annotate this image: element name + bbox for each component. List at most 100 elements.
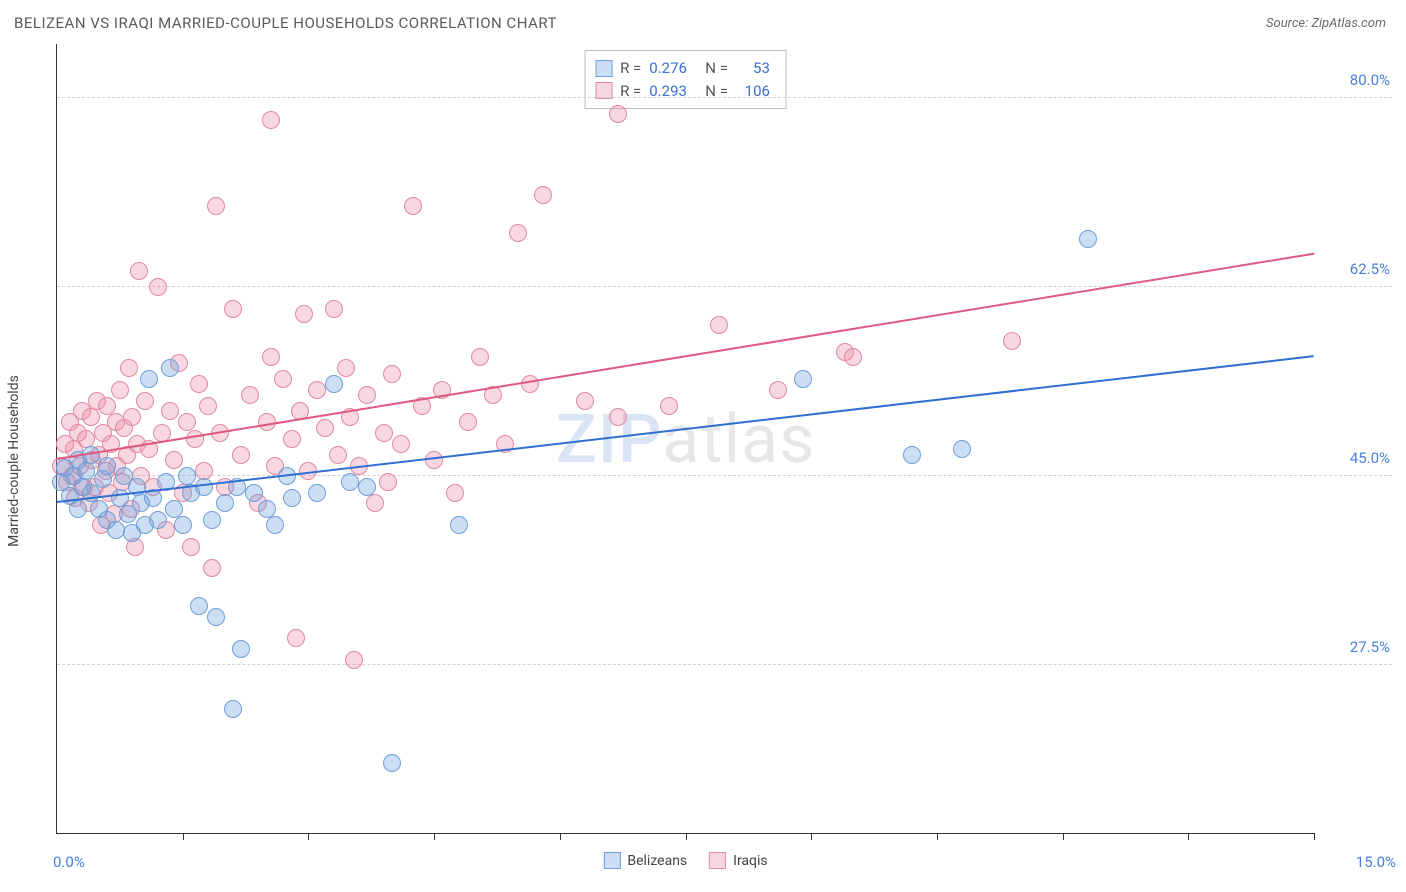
scatter-point xyxy=(316,419,334,437)
scatter-point xyxy=(161,402,179,420)
scatter-point xyxy=(262,348,280,366)
gridline xyxy=(57,664,1392,665)
x-tick xyxy=(1188,833,1189,840)
legend-swatch-icon xyxy=(709,852,726,869)
scatter-point xyxy=(178,467,196,485)
scatter-point xyxy=(425,451,443,469)
legend-row: R = 0.293 N = 106 xyxy=(595,80,770,103)
gridline xyxy=(57,475,1392,476)
scatter-point xyxy=(375,424,393,442)
scatter-point xyxy=(794,370,812,388)
scatter-point xyxy=(844,348,862,366)
scatter-point xyxy=(149,511,167,529)
scatter-point xyxy=(216,494,234,512)
scatter-point xyxy=(358,478,376,496)
gridline xyxy=(57,97,1392,98)
scatter-point xyxy=(111,381,129,399)
scatter-point xyxy=(710,316,728,334)
scatter-point xyxy=(366,494,384,512)
legend-row: R = 0.276 N = 53 xyxy=(595,57,770,80)
scatter-point xyxy=(660,397,678,415)
scatter-point xyxy=(266,516,284,534)
x-tick xyxy=(811,833,812,840)
scatter-point xyxy=(140,370,158,388)
scatter-point xyxy=(262,111,280,129)
scatter-point xyxy=(341,473,359,491)
scatter-point xyxy=(283,430,301,448)
scatter-point xyxy=(283,489,301,507)
chart-header: BELIZEAN VS IRAQI MARRIED-COUPLE HOUSEHO… xyxy=(0,0,1406,42)
scatter-point xyxy=(190,597,208,615)
scatter-point xyxy=(345,651,363,669)
x-tick xyxy=(434,833,435,840)
scatter-point xyxy=(190,375,208,393)
scatter-point xyxy=(224,700,242,718)
x-tick xyxy=(686,833,687,840)
x-axis-max-label: 15.0% xyxy=(1356,853,1396,871)
legend-swatch-icon xyxy=(603,852,620,869)
scatter-point xyxy=(274,370,292,388)
scatter-point xyxy=(329,446,347,464)
chart-source: Source: ZipAtlas.com xyxy=(1266,16,1386,31)
scatter-point xyxy=(383,754,401,772)
scatter-point xyxy=(241,386,259,404)
scatter-point xyxy=(392,435,410,453)
x-tick xyxy=(1314,833,1315,840)
y-tick-label: 62.5% xyxy=(1320,260,1390,278)
scatter-point xyxy=(609,408,627,426)
scatter-point xyxy=(509,224,527,242)
scatter-point xyxy=(165,451,183,469)
scatter-point xyxy=(232,446,250,464)
y-tick-label: 45.0% xyxy=(1320,449,1390,467)
series-legend: Belizeans Iraqis xyxy=(603,852,767,869)
scatter-point xyxy=(207,608,225,626)
scatter-point xyxy=(232,640,250,658)
scatter-point xyxy=(149,278,167,296)
correlation-legend: R = 0.276 N = 53 R = 0.293 N = 106 xyxy=(584,50,787,109)
scatter-point xyxy=(186,430,204,448)
scatter-point xyxy=(295,305,313,323)
scatter-point xyxy=(224,300,242,318)
scatter-point xyxy=(450,516,468,534)
scatter-point xyxy=(98,457,116,475)
scatter-point xyxy=(325,375,343,393)
scatter-point xyxy=(769,381,787,399)
scatter-point xyxy=(203,511,221,529)
y-tick-label: 27.5% xyxy=(1320,638,1390,656)
scatter-point xyxy=(287,629,305,647)
scatter-point xyxy=(69,500,87,518)
scatter-point xyxy=(576,392,594,410)
scatter-point xyxy=(1079,230,1097,248)
scatter-point xyxy=(203,559,221,577)
y-tick-label: 80.0% xyxy=(1320,71,1390,89)
scatter-point xyxy=(308,484,326,502)
scatter-point xyxy=(953,440,971,458)
scatter-point xyxy=(337,359,355,377)
chart-title: BELIZEAN VS IRAQI MARRIED-COUPLE HOUSEHO… xyxy=(14,14,557,32)
scatter-point xyxy=(195,478,213,496)
scatter-point xyxy=(534,186,552,204)
scatter-point xyxy=(379,473,397,491)
scatter-point xyxy=(446,484,464,502)
scatter-point xyxy=(245,484,263,502)
scatter-point xyxy=(459,413,477,431)
scatter-point xyxy=(123,408,141,426)
scatter-point xyxy=(325,300,343,318)
scatter-point xyxy=(136,392,154,410)
legend-swatch-belizeans xyxy=(595,60,612,77)
scatter-point xyxy=(471,348,489,366)
y-axis-label: Married-couple Households xyxy=(6,375,22,547)
plot-area: ZIPatlas R = 0.276 N = 53 R = 0.293 N = … xyxy=(56,44,1314,834)
scatter-point xyxy=(77,430,95,448)
x-tick xyxy=(183,833,184,840)
scatter-point xyxy=(903,446,921,464)
x-tick xyxy=(937,833,938,840)
chart-container: Married-couple Households ZIPatlas R = 0… xyxy=(14,44,1392,878)
x-tick xyxy=(560,833,561,840)
gridline xyxy=(57,286,1392,287)
scatter-point xyxy=(404,197,422,215)
scatter-point xyxy=(521,375,539,393)
scatter-point xyxy=(308,381,326,399)
legend-item-iraqis: Iraqis xyxy=(709,852,767,869)
scatter-point xyxy=(1003,332,1021,350)
